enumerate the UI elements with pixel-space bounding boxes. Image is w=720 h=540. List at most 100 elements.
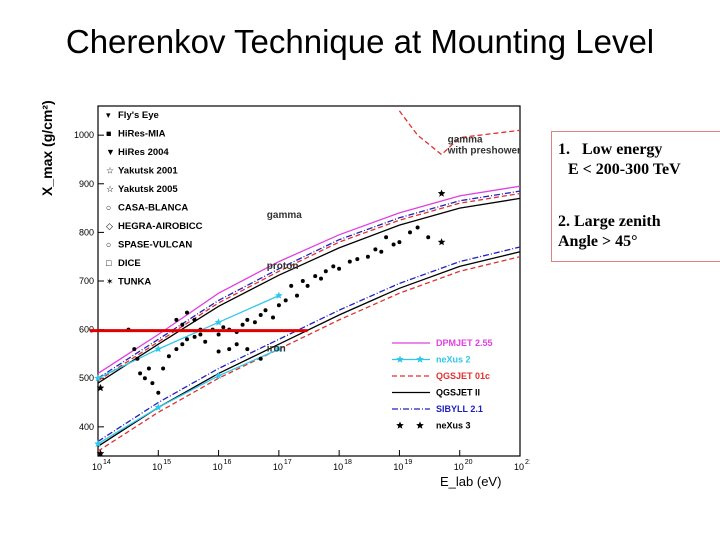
x-tick-label: 10 — [273, 462, 283, 472]
measurement-point — [384, 235, 389, 240]
measurement-point — [138, 371, 143, 376]
measurement-point — [347, 259, 352, 264]
x-tick-label: 10 — [514, 462, 524, 472]
y-tick-label: 800 — [79, 227, 94, 237]
annotation: proton — [267, 261, 299, 272]
legend-label: neXus 3 — [436, 421, 471, 431]
measurement-point — [263, 308, 268, 313]
measurement-point — [365, 254, 370, 259]
x-tick-exponent: 21 — [525, 459, 530, 466]
experiment-label: DICE — [118, 258, 141, 269]
x-tick-label: 10 — [152, 462, 162, 472]
x-tick-exponent: 14 — [103, 459, 111, 466]
experiment-marker: ☆ — [106, 184, 114, 194]
experiment-marker: ▾ — [106, 110, 111, 120]
experiment-label: HEGRA-AIROBICC — [118, 221, 203, 232]
measurement-point — [415, 225, 420, 230]
measurement-point — [150, 381, 155, 386]
measurement-point — [185, 337, 189, 342]
measurement-point — [300, 279, 305, 283]
experiment-label: HiRes 2004 — [118, 147, 169, 158]
measurement-point — [408, 230, 412, 235]
nexus-2-marker — [94, 439, 102, 448]
measurement-point — [373, 247, 378, 252]
experiment-marker: ○ — [106, 240, 111, 250]
measurement-point — [227, 347, 232, 352]
measurement-point — [337, 266, 342, 271]
x-tick-label: 10 — [393, 462, 403, 472]
x-tick-exponent: 20 — [465, 459, 473, 466]
measurement-point — [276, 303, 281, 308]
measurement-point — [166, 354, 171, 359]
nexus-3-marker — [437, 238, 446, 246]
note-2-heading: 2. Large zenith — [558, 212, 661, 231]
legend-label: DPMJET 2.55 — [436, 338, 493, 348]
measurement-point — [331, 264, 336, 269]
measurement-point — [391, 242, 396, 247]
x-tick-exponent: 18 — [344, 459, 352, 466]
note-2-text: Large zenith — [574, 213, 661, 230]
measurement-point — [192, 317, 197, 322]
y-tick-label: 900 — [79, 179, 94, 189]
measurement-point — [180, 322, 185, 327]
curve-nexus-2-lower — [97, 348, 280, 445]
measurement-point — [203, 339, 208, 344]
note-2-detail: Angle > 45° — [558, 233, 638, 250]
note-1-detail: E < 200-300 TeV — [568, 161, 681, 178]
nexus-3-marker — [96, 449, 105, 457]
curve-qgsjet-01c — [97, 192, 521, 382]
note-2-number: 2. — [558, 213, 570, 230]
measurement-point — [135, 356, 140, 361]
curve-sibyll-2-1 — [97, 190, 521, 379]
measurement-point — [221, 325, 226, 330]
experiment-marker: □ — [106, 258, 112, 268]
measurement-point — [355, 257, 360, 262]
nexus-2-marker — [94, 374, 102, 382]
experiment-label: Yakutsk 2001 — [118, 166, 178, 177]
annotation: iron — [267, 344, 286, 355]
measurement-point — [313, 274, 318, 279]
x-tick-exponent: 15 — [163, 459, 171, 466]
x-tick-label: 10 — [454, 462, 464, 472]
legend-star — [396, 355, 404, 363]
curve-dpmjet-2-55 — [97, 185, 521, 374]
gamma-preshower-curve — [398, 110, 521, 156]
x-tick-exponent: 19 — [404, 459, 412, 466]
measurement-point — [198, 332, 203, 337]
measurement-point — [216, 332, 221, 337]
experiment-label: Yakutsk 2005 — [118, 184, 178, 195]
experiment-marker: ☆ — [106, 166, 114, 176]
legend-star — [416, 421, 424, 429]
curve-qgsjet-ii — [97, 197, 521, 384]
curve-nexus-2-upper — [97, 295, 280, 379]
measurement-point — [426, 235, 431, 240]
legend-label: QGSJET II — [436, 388, 480, 398]
model-curves — [94, 110, 521, 457]
note-1-number: 1. — [558, 141, 570, 158]
measurement-point — [161, 366, 166, 371]
experiment-label: TUNKA — [118, 277, 151, 288]
legend-star — [416, 355, 424, 363]
experiment-marker: ○ — [106, 203, 111, 213]
measurement-point — [258, 313, 263, 317]
x-tick-label: 10 — [213, 462, 223, 472]
experiment-marker: ■ — [106, 129, 111, 139]
measurement-point — [305, 283, 310, 288]
iron-curve-1 — [97, 256, 521, 452]
measurement-point — [258, 356, 263, 361]
measurement-point — [295, 293, 299, 298]
experiment-label: SPASE-VULCAN — [118, 240, 192, 251]
measurement-point — [283, 298, 288, 303]
measurement-point — [289, 283, 294, 288]
measurement-point — [180, 342, 185, 347]
measurement-point — [397, 240, 402, 245]
experiment-legend: ▾ Fly's Eye ■ HiRes-MIA▼ HiRes 2004 ☆ Yakutsk … — [106, 110, 203, 288]
measurement-point — [185, 310, 189, 315]
nexus-3-marker — [437, 189, 446, 197]
experiment-label: HiRes-MIA — [118, 129, 166, 140]
measurement-point — [245, 347, 250, 352]
measurement-point — [146, 366, 151, 371]
